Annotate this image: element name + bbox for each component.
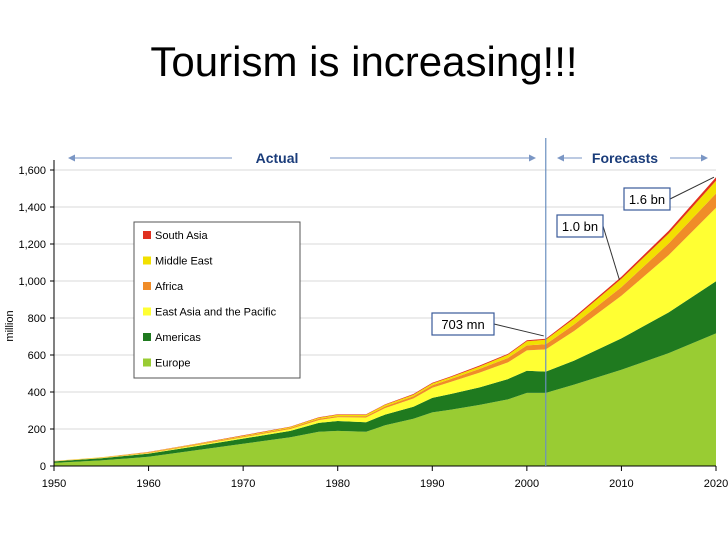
legend-label: East Asia and the Pacific [155,307,277,319]
x-tick-label: 2010 [609,478,633,490]
area-americas [54,281,716,463]
stacked-areas [54,177,716,466]
legend-swatch [143,333,151,341]
legend-box [133,221,301,379]
annotation-label: 1.0 bn [562,219,598,234]
legend-swatch [143,256,151,265]
x-tick-label: 1970 [231,478,255,490]
y-axis-label: million [4,310,16,341]
y-tick-label: 0 [40,461,46,473]
x-tick-label: 1980 [325,478,349,490]
y-tick-label: 1,200 [18,239,46,251]
y-tick-label: 400 [28,387,46,399]
legend-swatch [143,282,151,290]
forecast-arrowhead-left [557,154,564,162]
forecasts-section-label: Forecasts [592,150,658,166]
y-tick-label: 200 [28,424,46,436]
area-middle-east [54,180,716,461]
annotation-box [623,187,671,211]
legend-swatch [143,358,151,367]
actual-section-label: Actual [256,150,299,166]
legend: South Asia Middle East Africa East Asia and… [133,221,301,379]
legend-label: Middle East [155,256,212,268]
actual-arrowhead-right [529,154,536,162]
x-tick-label: 2000 [515,478,539,490]
x-tick-label: 1990 [420,478,444,490]
y-tick-label: 1,000 [18,276,46,288]
annotation-label: 1.6 bn [629,192,665,207]
legend-label: Africa [155,281,184,293]
legend-swatch [143,307,151,316]
y-tick-label: 1,600 [18,165,46,177]
legend-label: South Asia [155,230,208,242]
actual-arrowhead-left [68,154,75,162]
legend-label: Americas [155,332,201,344]
y-tick-label: 800 [28,313,46,325]
annotation-box [556,214,604,238]
y-tick-label: 600 [28,350,46,362]
area-europe [54,333,716,466]
area-africa [54,193,716,462]
x-tick-label: 1950 [42,478,66,490]
annotation-leader [602,225,620,281]
legend-swatch [143,231,151,239]
forecast-arrowhead-right [701,154,708,162]
axes: 0 200 400 600 800 1,000 1,200 1,400 1,600 1950 196… [4,160,728,490]
slide-title: Tourism is increasing!!! [150,38,578,85]
area-east-asia-and-the-pacific [54,207,716,462]
y-tick-label: 1,400 [18,202,46,214]
annotation-label: 703 mn [441,317,484,332]
x-tick-label: 2020 [704,478,728,490]
overlays: Actual Forecasts 703 mn 1.0 bn 1.6 bn [68,138,715,466]
annotation-box [431,312,495,336]
x-tick-label: 1960 [136,478,160,490]
legend-label: Europe [155,358,190,370]
annotation-leader [669,176,715,200]
annotation-leader [493,323,544,337]
